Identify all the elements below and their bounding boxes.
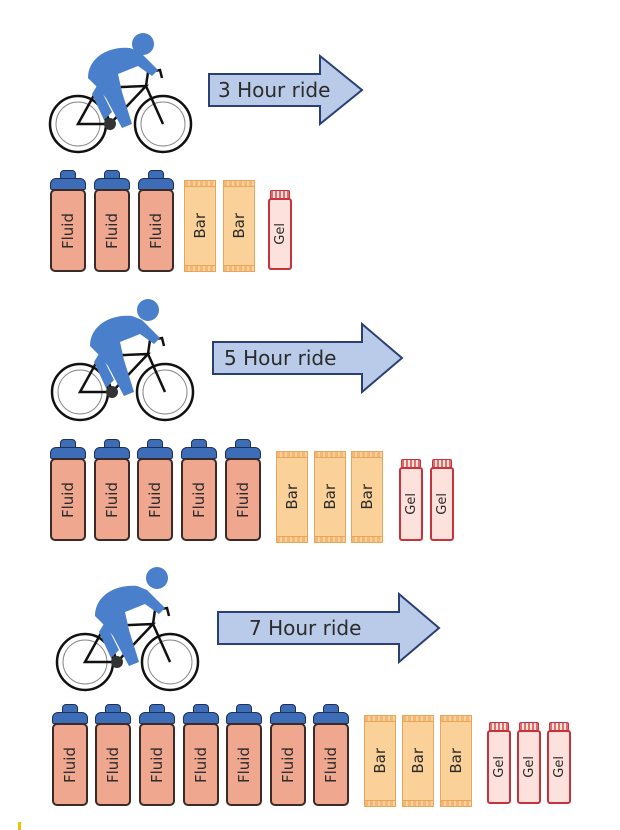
energy-gel: Gel	[399, 459, 423, 541]
bar-label: Bar	[447, 748, 465, 774]
ride-duration-label: 5 Hour ride	[224, 346, 337, 370]
corner-mark	[18, 822, 21, 830]
fluid-bottle: Fluid	[226, 704, 262, 806]
fluid-bottle: Fluid	[139, 704, 175, 806]
energy-gel: Gel	[547, 722, 571, 804]
fluid-bottle: Fluid	[50, 170, 86, 272]
fluid-bottle: Fluid	[95, 704, 131, 806]
energy-bar: Bar	[314, 451, 346, 543]
fluid-bottle: Fluid	[94, 439, 130, 541]
bar-label: Bar	[409, 748, 427, 774]
supplies-group: Fluid Fluid Fluid Fluid Fluid Bar Bar Ba…	[50, 439, 454, 543]
cyclist-icon	[50, 299, 195, 422]
energy-bar: Bar	[184, 180, 216, 272]
fluid-label: Fluid	[279, 746, 297, 783]
energy-bar: Bar	[276, 451, 308, 543]
energy-bar: Bar	[223, 180, 255, 272]
fluid-bottle: Fluid	[50, 439, 86, 541]
fluid-label: Fluid	[235, 746, 253, 783]
fluid-label: Fluid	[104, 746, 122, 783]
fluid-bottle: Fluid	[94, 170, 130, 272]
gel-label: Gel	[521, 756, 537, 778]
fluid-label: Fluid	[192, 746, 210, 783]
ride-duration-label: 7 Hour ride	[249, 616, 362, 640]
bar-label: Bar	[371, 748, 389, 774]
energy-gel: Gel	[268, 190, 292, 270]
fluid-bottle: Fluid	[52, 704, 88, 806]
ride-row-5h: 5 Hour ride Fluid Fluid Fluid Fluid Flui…	[50, 299, 454, 543]
energy-bar: Bar	[402, 715, 434, 807]
cyclist-icon	[55, 567, 200, 692]
ride-arrow: 5 Hour ride	[212, 322, 404, 394]
energy-bar: Bar	[440, 715, 472, 807]
energy-bar: Bar	[364, 715, 396, 807]
arrow-icon	[212, 322, 404, 394]
energy-bar: Bar	[351, 451, 383, 543]
energy-gel: Gel	[430, 459, 454, 541]
gel-label: Gel	[491, 756, 507, 778]
fluid-bottle: Fluid	[225, 439, 261, 541]
fluid-bottle: Fluid	[313, 704, 349, 806]
ride-duration-label: 3 Hour ride	[218, 78, 331, 102]
ride-row-3h: 3 Hour ride Fluid Fluid Fluid Bar Bar Ge…	[0, 0, 620, 280]
fluid-bottle: Fluid	[270, 704, 306, 806]
gel-label: Gel	[551, 756, 567, 778]
arrow-icon	[217, 592, 441, 664]
fluid-bottle: Fluid	[137, 439, 173, 541]
supplies-group: Fluid Fluid Fluid Bar Bar Gel	[0, 0, 620, 280]
ride-arrow: 3 Hour ride	[208, 54, 364, 126]
arrow-icon	[208, 54, 364, 126]
fluid-bottle: Fluid	[181, 439, 217, 541]
fluid-bottle: Fluid	[183, 704, 219, 806]
energy-gel: Gel	[487, 722, 511, 804]
energy-gel: Gel	[517, 722, 541, 804]
fluid-label: Fluid	[148, 746, 166, 783]
ride-arrow: 7 Hour ride	[217, 592, 441, 664]
fluid-label: Fluid	[61, 746, 79, 783]
cyclist-icon	[48, 33, 193, 154]
fluid-bottle: Fluid	[138, 170, 174, 272]
fluid-label: Fluid	[322, 746, 340, 783]
